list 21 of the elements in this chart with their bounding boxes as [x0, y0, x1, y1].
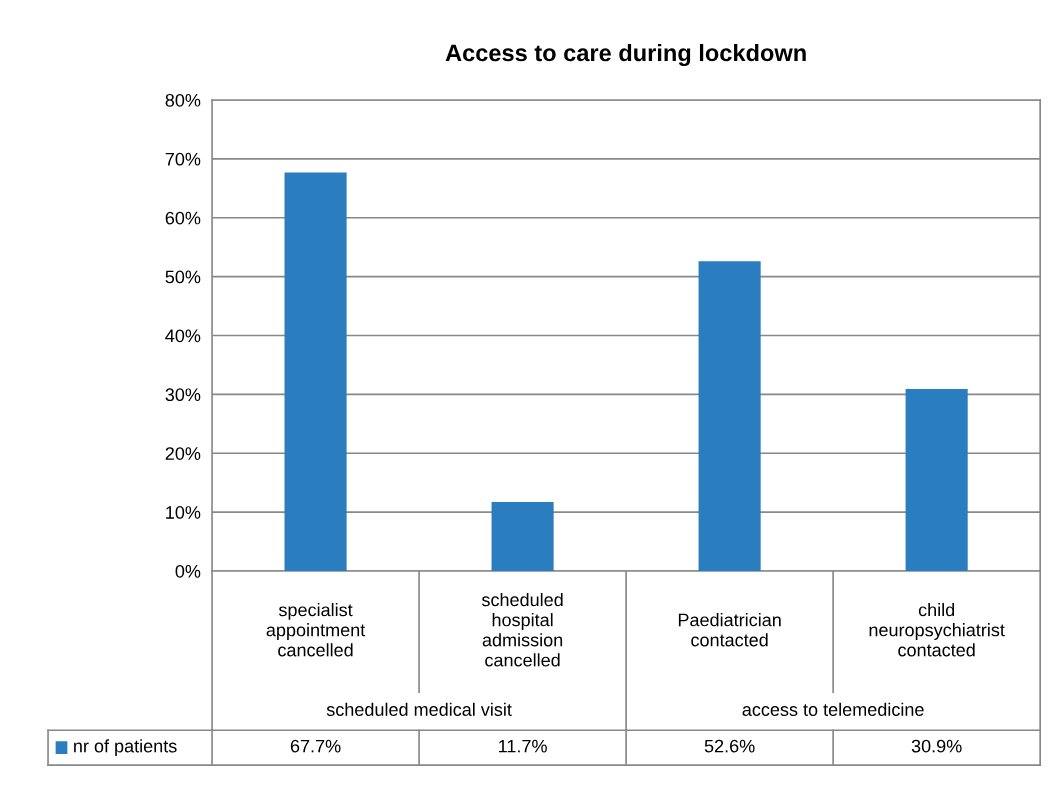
x-tick-label: scheduled hospital admission cancelled: [481, 592, 563, 667]
chart-title: Access to care during lockdown: [445, 43, 806, 67]
x-tick-label: Paediatrician contacted: [678, 613, 781, 647]
x-tick-label: child neuropsychiatrist contacted: [869, 603, 1005, 657]
data-label: 11.7%: [499, 739, 547, 753]
x-tick-label: specialist appointment cancelled: [266, 603, 366, 657]
text: scheduled medical visit: [326, 702, 512, 716]
y-tick-label: 40%: [165, 329, 201, 343]
text: access to telemedicine: [742, 702, 924, 716]
y-tick-label: 30%: [165, 388, 201, 402]
y-tick-label: 0%: [175, 564, 201, 578]
legend-label: nr of patients: [74, 739, 177, 757]
y-tick-label: 80%: [165, 93, 201, 107]
y-tick-label: 70%: [165, 152, 201, 166]
y-tick-label: 20%: [165, 447, 201, 460]
y-tick-label: 60%: [165, 211, 201, 225]
y-tick-label: 50%: [165, 270, 201, 284]
data-label: 30.9%: [911, 739, 962, 753]
y-tick-label: 10%: [166, 506, 201, 519]
data-label: 52.6%: [704, 739, 755, 753]
data-label: 67.7%: [290, 739, 341, 753]
